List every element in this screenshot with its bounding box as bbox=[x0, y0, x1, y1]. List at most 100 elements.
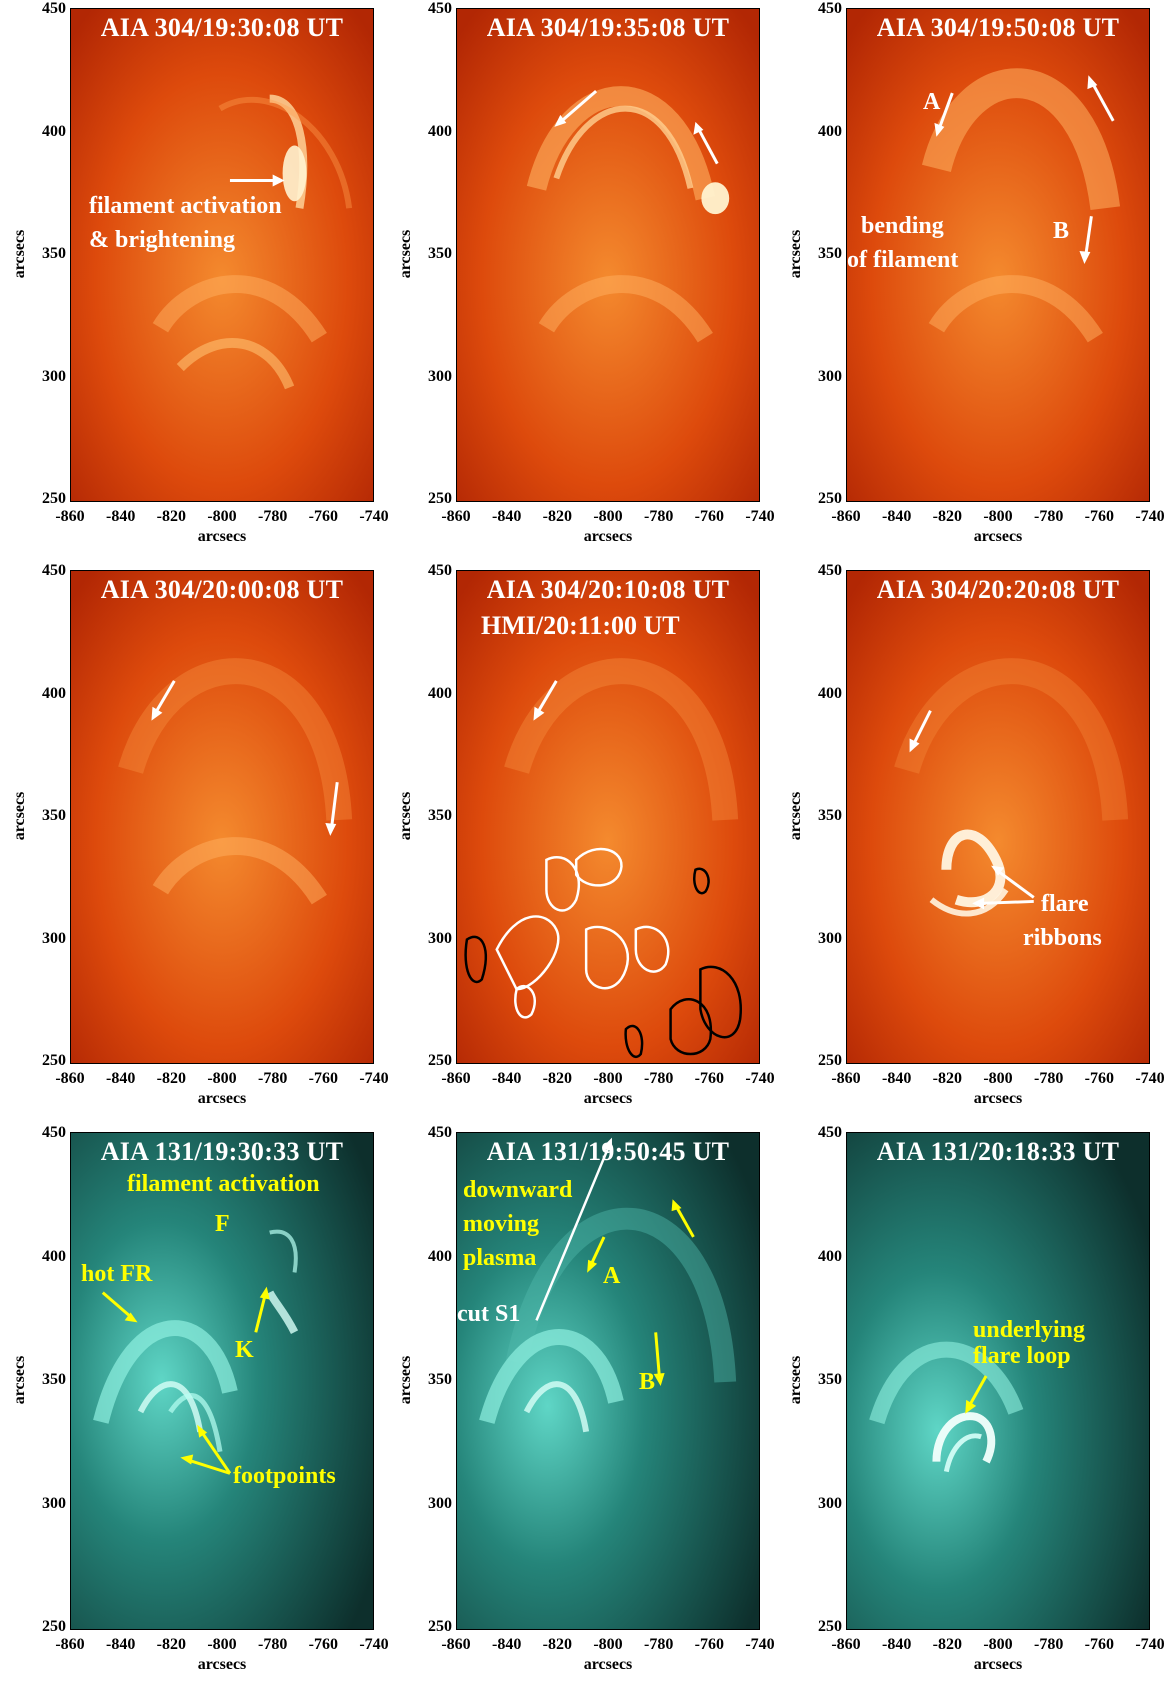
y-tick-label: 300 bbox=[42, 367, 66, 385]
x-tick-label: -740 bbox=[359, 508, 389, 525]
y-tick-label: 450 bbox=[818, 562, 842, 579]
y-tick-label: 400 bbox=[818, 122, 842, 140]
y-tick-label: 400 bbox=[428, 122, 452, 140]
annotation-footpoints: footpoints bbox=[233, 1463, 336, 1489]
y-tick-label: 250 bbox=[428, 1618, 452, 1635]
y-tick-label: 350 bbox=[42, 807, 66, 824]
x-tick-label: -800 bbox=[983, 1070, 1013, 1087]
annotation-ribbons: ribbons bbox=[1023, 925, 1102, 951]
y-axis-label: arcsecs bbox=[787, 791, 804, 841]
x-tick-label: -840 bbox=[881, 1070, 912, 1087]
y-tick-label: 350 bbox=[428, 807, 452, 824]
x-tick-label: -760 bbox=[308, 1636, 338, 1653]
y-tick-label: 250 bbox=[428, 1052, 452, 1069]
x-tick-label: -740 bbox=[359, 1636, 389, 1653]
panel-aia304-2010: AIA 304/20:10:08 UT HMI/20:11:00 UT bbox=[390, 562, 780, 1122]
x-tick-label: -780 bbox=[1033, 1636, 1064, 1653]
annotation-filament-activation: filament activation bbox=[89, 193, 282, 219]
x-tick-label: -820 bbox=[156, 1636, 186, 1653]
x-tick-label: -820 bbox=[932, 1636, 962, 1653]
label-b: B bbox=[639, 1369, 656, 1395]
x-tick-label: -780 bbox=[643, 1636, 674, 1653]
x-tick-label: -860 bbox=[831, 1636, 861, 1653]
panel-title: AIA 131/19:50:45 UT bbox=[486, 1137, 730, 1166]
x-tick-label: -840 bbox=[881, 1636, 912, 1653]
panel-title: AIA 304/20:20:08 UT bbox=[876, 575, 1120, 604]
panel-title: AIA 304/20:00:08 UT bbox=[100, 575, 344, 604]
y-tick-label: 250 bbox=[42, 1052, 66, 1069]
panel-title: AIA 304/20:10:08 UT bbox=[486, 575, 730, 604]
aia304-image bbox=[71, 9, 373, 501]
aia304-image bbox=[457, 9, 759, 501]
aia131-image bbox=[71, 1133, 373, 1629]
y-tick-label: 450 bbox=[428, 562, 452, 579]
x-tick-label: -820 bbox=[542, 1636, 572, 1653]
y-axis-label: arcsecs bbox=[397, 1355, 414, 1405]
panel-title: AIA 131/19:30:33 UT bbox=[100, 1137, 344, 1166]
x-tick-label: -820 bbox=[542, 1070, 572, 1087]
x-tick-label: -740 bbox=[745, 1070, 775, 1087]
x-tick-label: -760 bbox=[1084, 1070, 1114, 1087]
x-tick-label: -840 bbox=[491, 508, 522, 525]
y-tick-label: 350 bbox=[42, 1371, 66, 1388]
y-tick-label: 250 bbox=[818, 1052, 842, 1069]
solar-image: AIA 304/20:10:08 UT HMI/20:11:00 UT bbox=[456, 570, 760, 1064]
y-tick-label: 250 bbox=[428, 490, 452, 507]
x-tick-label: -800 bbox=[207, 508, 237, 525]
x-axis-label: arcsecs bbox=[583, 1090, 633, 1107]
x-tick-label: -780 bbox=[1033, 1070, 1064, 1087]
x-tick-label: -860 bbox=[441, 508, 471, 525]
x-tick-label: -800 bbox=[207, 1636, 237, 1653]
x-axis-label: arcsecs bbox=[973, 1090, 1023, 1107]
hmi-contours-positive bbox=[495, 847, 670, 1019]
x-tick-label: -820 bbox=[932, 508, 962, 525]
panel-aia131-1930: AIA 131/19:30:33 UT filament activation … bbox=[0, 1124, 390, 1687]
label-a: A bbox=[923, 89, 941, 115]
x-tick-label: -860 bbox=[55, 508, 85, 525]
y-tick-label: 300 bbox=[818, 367, 842, 385]
x-tick-label: -860 bbox=[441, 1070, 471, 1087]
x-tick-label: -760 bbox=[694, 1070, 724, 1087]
x-axis-label: arcsecs bbox=[973, 1656, 1023, 1673]
annotation-bending: bending bbox=[861, 213, 944, 239]
annotation-filament-activation: filament activation bbox=[127, 1171, 320, 1197]
x-tick-label: -840 bbox=[105, 1636, 136, 1653]
panel-aia304-1935: AIA 304/19:35:08 UT bbox=[390, 0, 780, 560]
x-tick-label: -860 bbox=[55, 1636, 85, 1653]
x-axis-label: arcsecs bbox=[197, 1090, 247, 1107]
label-k: K bbox=[235, 1337, 254, 1363]
y-tick-label: 300 bbox=[818, 929, 842, 947]
x-tick-label: -820 bbox=[156, 1070, 186, 1087]
x-tick-label: -820 bbox=[542, 508, 572, 525]
y-tick-label: 400 bbox=[818, 1247, 842, 1265]
y-axis-label: arcsecs bbox=[787, 1355, 804, 1405]
x-tick-label: -740 bbox=[1135, 508, 1165, 525]
x-tick-label: -780 bbox=[257, 1636, 288, 1653]
y-axis-label: arcsecs bbox=[11, 229, 28, 279]
annotation-cut-s1: cut S1 bbox=[457, 1301, 521, 1327]
y-tick-label: 450 bbox=[42, 1124, 66, 1141]
x-axis-label: arcsecs bbox=[197, 1656, 247, 1673]
y-tick-label: 300 bbox=[42, 1494, 66, 1512]
annotation-hot-fr: hot FR bbox=[81, 1261, 153, 1287]
x-tick-label: -760 bbox=[308, 508, 338, 525]
panel-aia304-1930: AIA 304/19:30:08 UT filament activation … bbox=[0, 0, 390, 560]
y-tick-label: 350 bbox=[42, 245, 66, 262]
x-tick-label: -760 bbox=[1084, 1636, 1114, 1653]
annotation-moving: moving bbox=[463, 1211, 540, 1237]
x-axis-label: arcsecs bbox=[583, 528, 633, 545]
y-tick-label: 300 bbox=[42, 929, 66, 947]
y-axis-label: arcsecs bbox=[397, 229, 414, 279]
y-tick-label: 400 bbox=[428, 684, 452, 702]
y-tick-label: 250 bbox=[818, 490, 842, 507]
aia304-image bbox=[71, 571, 373, 1063]
x-tick-label: -800 bbox=[983, 1636, 1013, 1653]
y-tick-label: 300 bbox=[818, 1494, 842, 1512]
panel-aia131-2018: AIA 131/20:18:33 UT underlying flare loo… bbox=[780, 1124, 1168, 1687]
y-tick-label: 300 bbox=[428, 929, 452, 947]
panel-aia304-2000: AIA 304/20:00:08 UT bbox=[0, 562, 390, 1122]
x-tick-label: -800 bbox=[593, 1070, 623, 1087]
y-axis-label: arcsecs bbox=[11, 1355, 28, 1405]
y-tick-label: 250 bbox=[818, 1618, 842, 1635]
x-tick-label: -860 bbox=[831, 1070, 861, 1087]
